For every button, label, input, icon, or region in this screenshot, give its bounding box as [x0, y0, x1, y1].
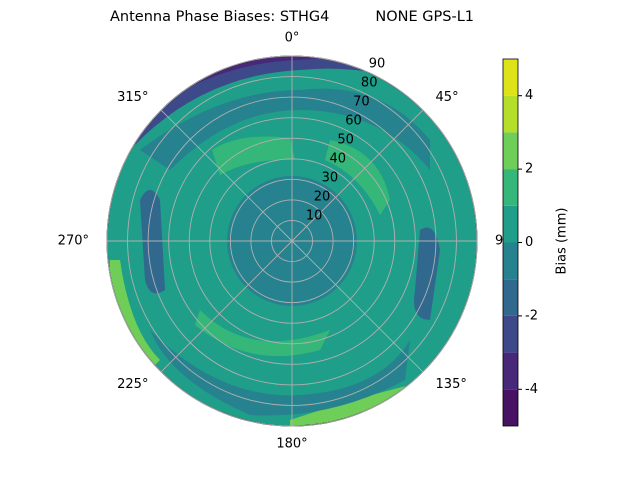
colorbar-band: [503, 95, 518, 133]
colorbar-band: [503, 242, 518, 280]
r-tick-label: 10: [306, 209, 323, 224]
r-tick-label: 80: [361, 76, 378, 91]
colorbar-band: [503, 169, 518, 206]
colorbar-band: [503, 279, 518, 316]
colorbar-band: [503, 352, 518, 390]
colorbar-tick-label: -4: [525, 382, 538, 397]
colorbar-band: [503, 59, 518, 96]
theta-tick-label: 45°: [436, 90, 459, 105]
r-tick-label: 60: [345, 114, 362, 129]
colorbar-band: [503, 132, 518, 170]
r-tick-label: 20: [314, 190, 331, 205]
grid-spoke: [160, 109, 293, 242]
contour-field: [107, 56, 477, 426]
grid-spoke: [160, 240, 293, 373]
r-tick-label: 90: [369, 57, 386, 72]
colorbar-label: Bias (mm): [555, 208, 570, 275]
theta-tick-label: 315°: [117, 90, 148, 105]
chart-title: Antenna Phase Biases: STHG4 NONE GPS-L1: [110, 9, 474, 25]
colorbar-tick-label: 2: [525, 162, 533, 177]
grid-spoke: [291, 109, 424, 242]
colorbar-tick-label: 0: [525, 235, 533, 250]
theta-tick-label: 0°: [285, 31, 300, 46]
colorbar-tick-label: 4: [525, 88, 533, 103]
theta-tick-label: 270°: [58, 234, 89, 249]
r-tick-label: 50: [337, 133, 354, 148]
colorbar-band: [503, 315, 518, 353]
grid-spoke: [291, 240, 424, 373]
colorbar-band: [503, 205, 518, 243]
colorbar-tick-label: -2: [525, 308, 538, 323]
theta-tick-label: 180°: [276, 437, 307, 452]
theta-tick-label: 135°: [436, 377, 467, 392]
r-tick-label: 70: [353, 95, 370, 110]
r-tick-label: 40: [329, 152, 346, 167]
colorbar-band: [503, 389, 518, 426]
theta-tick-label: 225°: [117, 377, 148, 392]
r-tick-label: 30: [322, 171, 339, 186]
